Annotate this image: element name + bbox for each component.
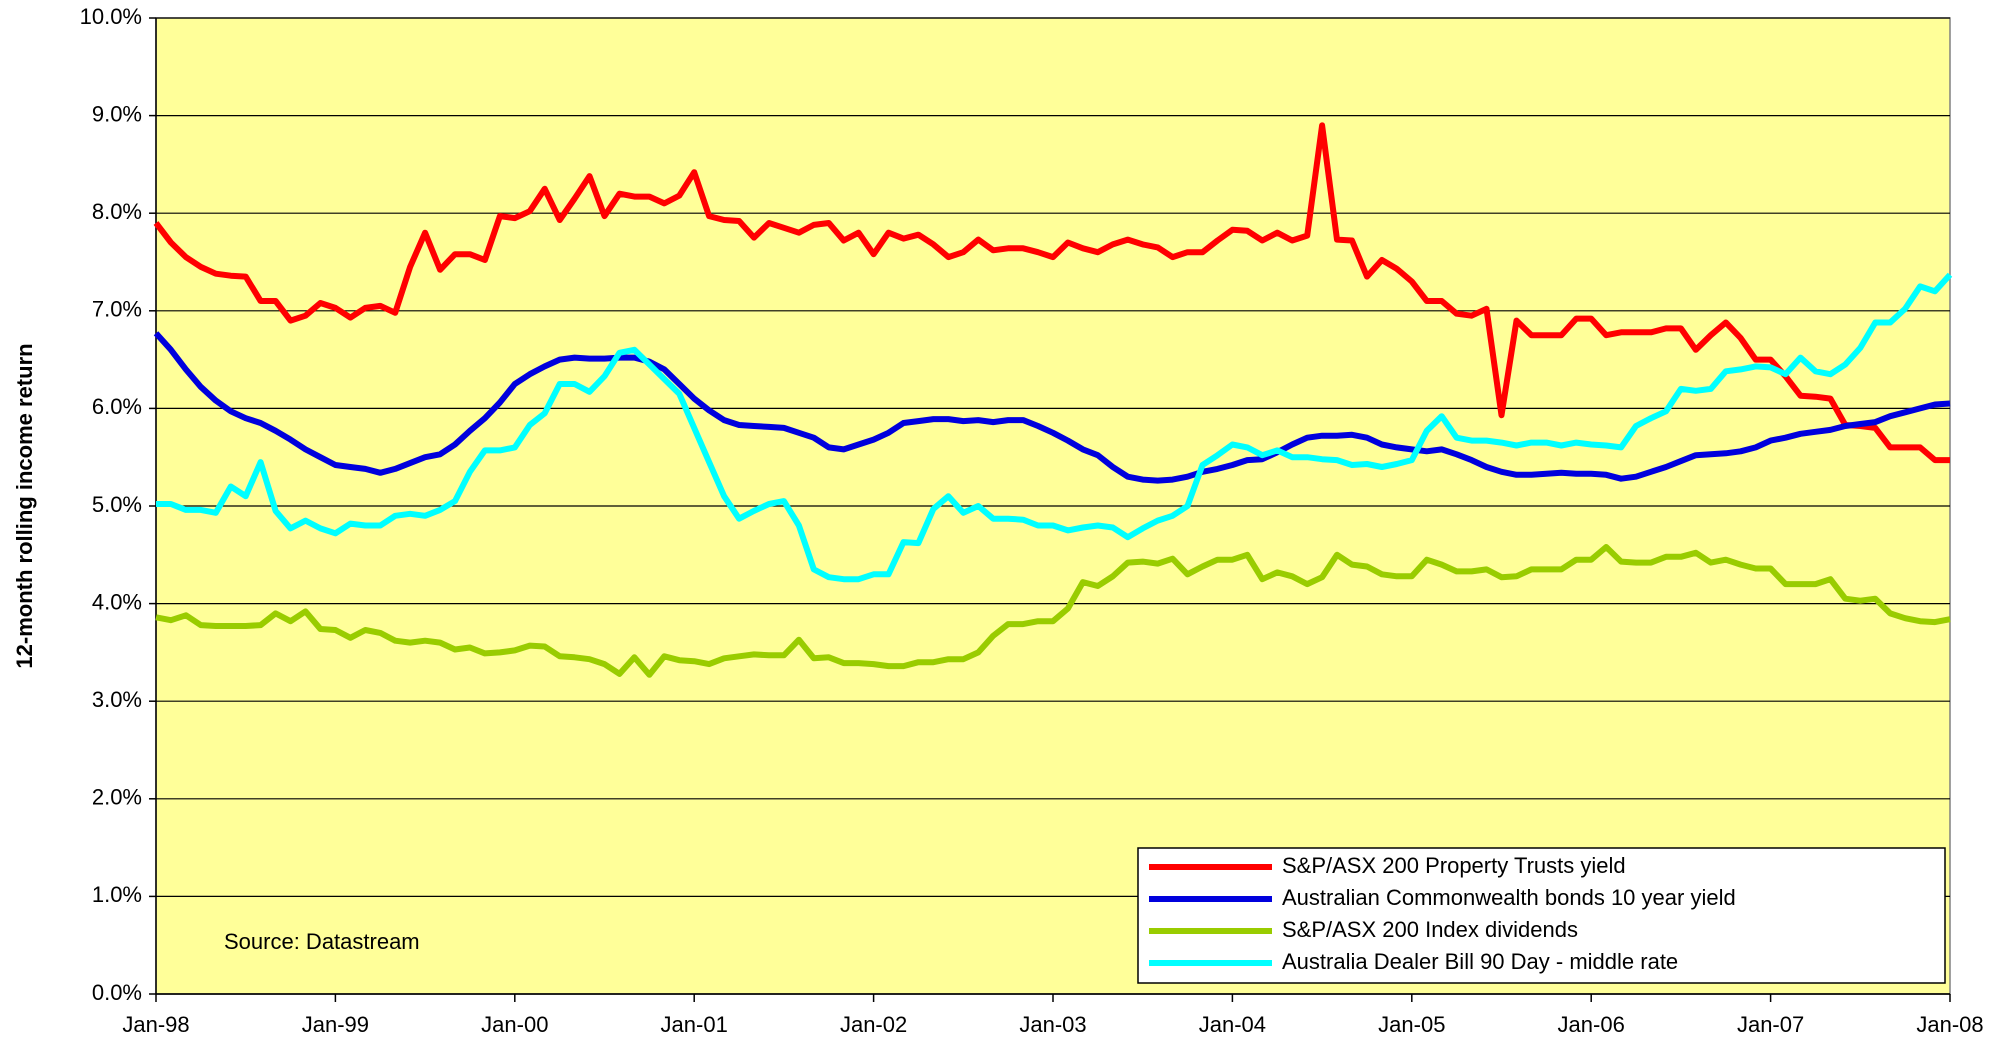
legend-label: Australian Commonwealth bonds 10 year yi… xyxy=(1282,885,1736,910)
series-line xyxy=(155,544,1951,678)
x-tick-label: Jan-08 xyxy=(1916,1012,1983,1037)
x-tick-label: Jan-07 xyxy=(1737,1012,1804,1037)
x-tick-label: Jan-98 xyxy=(122,1012,189,1037)
y-tick-label: 4.0% xyxy=(92,589,142,614)
x-tick-label: Jan-04 xyxy=(1199,1012,1266,1037)
legend-label: S&P/ASX 200 Index dividends xyxy=(1282,917,1578,942)
legend-box xyxy=(1137,847,1946,984)
legend-label: Australia Dealer Bill 90 Day - middle ra… xyxy=(1282,949,1678,974)
y-tick-label: 10.0% xyxy=(80,4,142,29)
x-tick-label: Jan-02 xyxy=(840,1012,907,1037)
legend-label: S&P/ASX 200 Property Trusts yield xyxy=(1282,853,1626,878)
source-note: Source: Datastream xyxy=(224,929,420,954)
y-tick-label: 8.0% xyxy=(92,199,142,224)
x-tick-label: Jan-99 xyxy=(302,1012,369,1037)
x-tick-label: Jan-06 xyxy=(1558,1012,1625,1037)
y-axis-label: 12-month rolling income return xyxy=(12,343,37,668)
series-line xyxy=(156,272,1953,583)
y-tick-label: 0.0% xyxy=(92,980,142,1005)
x-tick-label: Jan-05 xyxy=(1378,1012,1445,1037)
series-line xyxy=(153,122,1950,464)
x-tick-label: Jan-03 xyxy=(1019,1012,1086,1037)
y-tick-label: 3.0% xyxy=(92,687,142,712)
y-tick-label: 1.0% xyxy=(92,882,142,907)
y-tick-label: 9.0% xyxy=(92,101,142,126)
y-tick-label: 2.0% xyxy=(92,785,142,810)
y-tick-label: 5.0% xyxy=(92,492,142,517)
x-tick-label: Jan-00 xyxy=(481,1012,548,1037)
x-tick-label: Jan-01 xyxy=(661,1012,728,1037)
series-line xyxy=(153,331,1951,484)
y-tick-label: 7.0% xyxy=(92,297,142,322)
y-tick-label: 6.0% xyxy=(92,394,142,419)
